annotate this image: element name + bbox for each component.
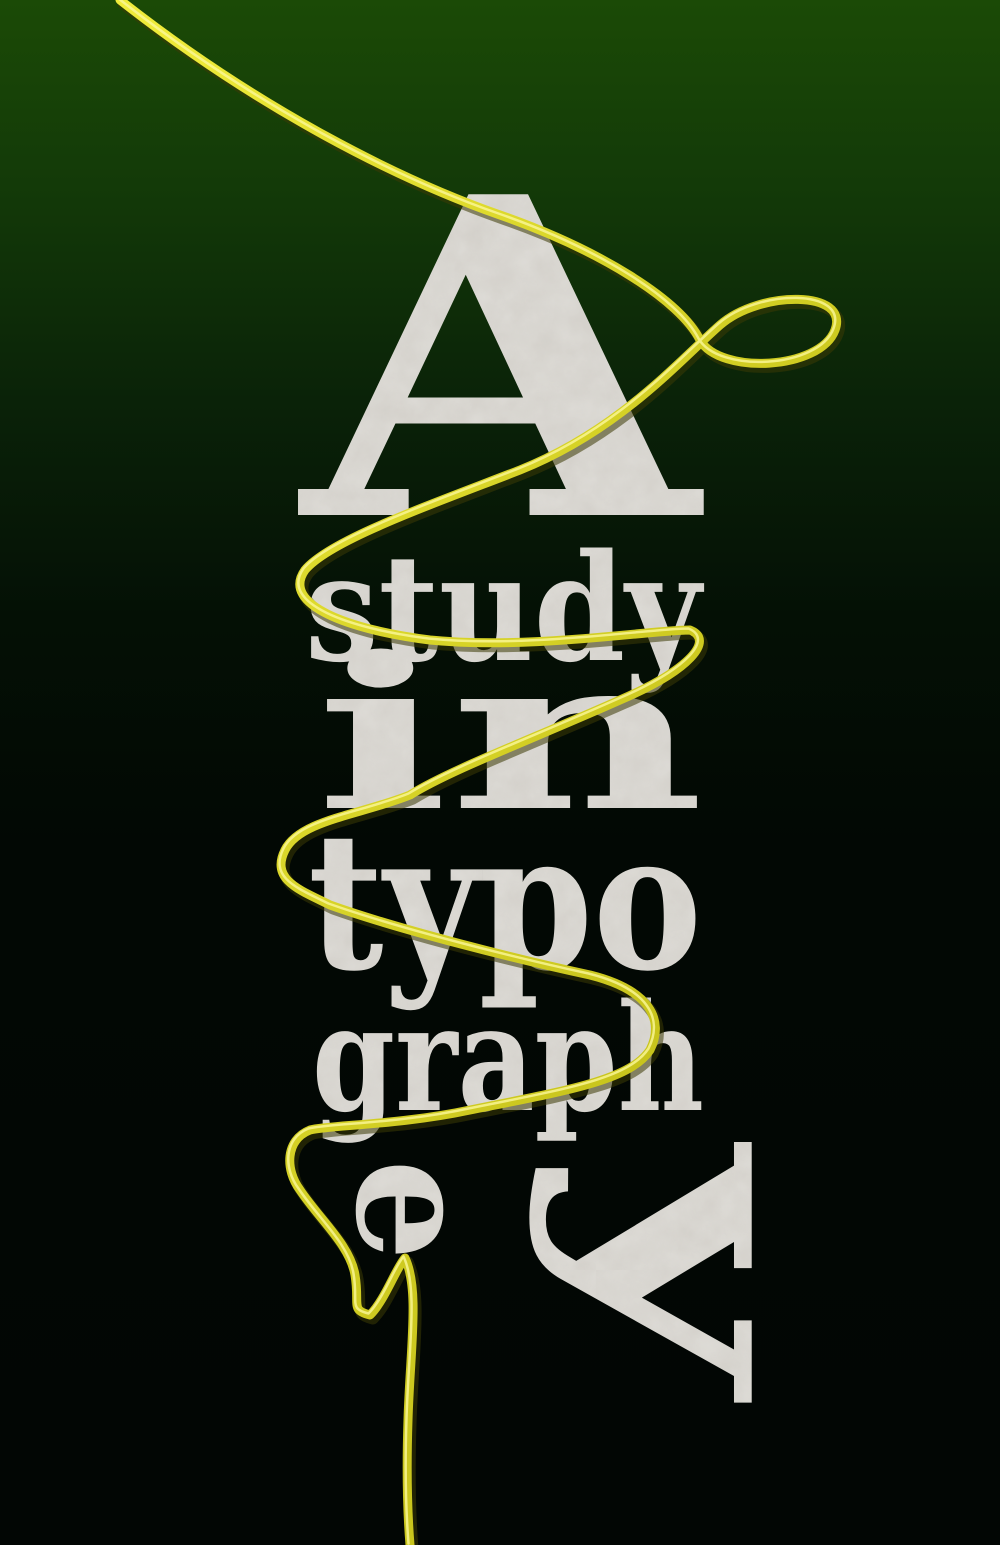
title-word-study: study [305,521,705,695]
title-letter-e-rotated: e [320,1159,508,1261]
yellow-wire [115,0,846,1545]
title-lettering: A study in typo graph e y [294,102,878,1404]
title-word-typo: typo [308,790,702,1013]
title-letter-y-rotated: y [525,1141,878,1405]
wire-highlight [118,0,837,1545]
title-word-in: in [315,611,705,858]
